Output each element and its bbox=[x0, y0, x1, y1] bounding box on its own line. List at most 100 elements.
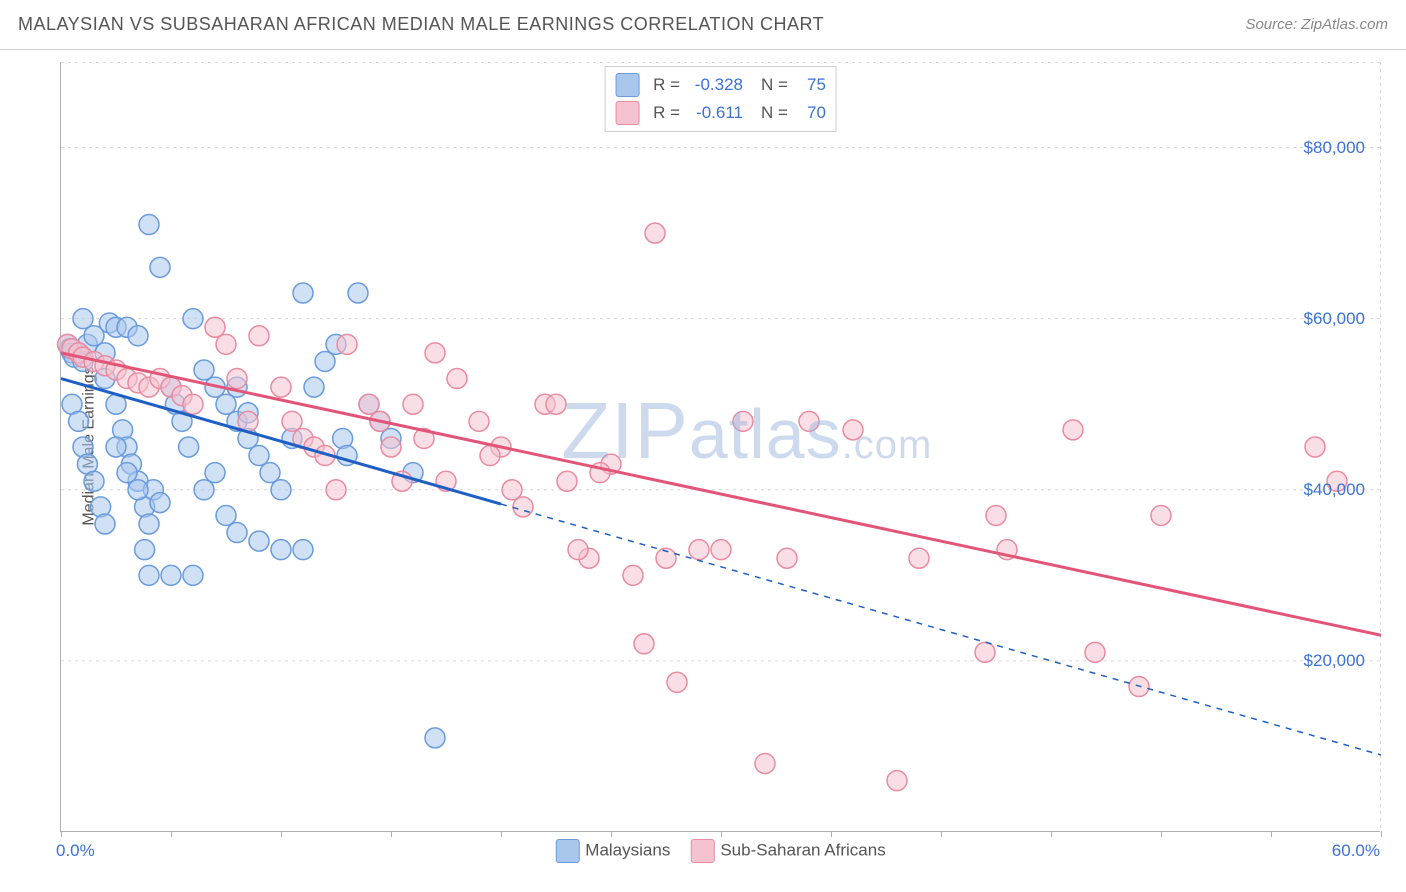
scatter-point bbox=[1085, 642, 1105, 662]
scatter-point bbox=[480, 446, 500, 466]
scatter-point bbox=[909, 548, 929, 568]
scatter-point bbox=[293, 540, 313, 560]
scatter-point bbox=[117, 463, 137, 483]
scatter-point bbox=[634, 634, 654, 654]
xtick-mark bbox=[1161, 831, 1162, 837]
correlation-legend-row: R =-0.611N =70 bbox=[615, 99, 826, 127]
xtick-mark bbox=[61, 831, 62, 837]
xaxis-start-label: 0.0% bbox=[56, 841, 95, 861]
chart-title: MALAYSIAN VS SUBSAHARAN AFRICAN MEDIAN M… bbox=[18, 14, 824, 35]
plot-area: ZIPatlas.com R =-0.328N =75R =-0.611N =7… bbox=[60, 62, 1380, 832]
scatter-point bbox=[183, 309, 203, 329]
legend-r-label: R = bbox=[653, 103, 680, 123]
scatter-point bbox=[546, 394, 566, 414]
scatter-point bbox=[557, 471, 577, 491]
scatter-point bbox=[755, 754, 775, 774]
scatter-point bbox=[777, 548, 797, 568]
scatter-point bbox=[282, 411, 302, 431]
xtick-mark bbox=[281, 831, 282, 837]
scatter-point bbox=[513, 497, 533, 517]
ytick-label: $80,000 bbox=[1304, 138, 1365, 158]
chart-container: MALAYSIAN VS SUBSAHARAN AFRICAN MEDIAN M… bbox=[0, 0, 1406, 892]
scatter-point bbox=[139, 215, 159, 235]
series-legend: MalaysiansSub-Saharan Africans bbox=[555, 839, 885, 863]
xtick-mark bbox=[831, 831, 832, 837]
series-legend-item: Sub-Saharan Africans bbox=[690, 839, 885, 863]
xaxis-end-label: 60.0% bbox=[1332, 841, 1380, 861]
scatter-point bbox=[69, 411, 89, 431]
scatter-point bbox=[179, 437, 199, 457]
correlation-legend: R =-0.328N =75R =-0.611N =70 bbox=[604, 66, 837, 132]
scatter-point bbox=[161, 565, 181, 585]
legend-swatch-icon bbox=[555, 839, 579, 863]
scatter-point bbox=[711, 540, 731, 560]
scatter-point bbox=[887, 771, 907, 791]
legend-r-value: -0.328 bbox=[688, 75, 743, 95]
ytick-label: $20,000 bbox=[1304, 651, 1365, 671]
scatter-point bbox=[73, 309, 93, 329]
scatter-point bbox=[799, 411, 819, 431]
scatter-point bbox=[403, 394, 423, 414]
scatter-point bbox=[645, 223, 665, 243]
scatter-point bbox=[128, 480, 148, 500]
scatter-point bbox=[128, 326, 148, 346]
scatter-point bbox=[733, 411, 753, 431]
scatter-point bbox=[293, 283, 313, 303]
scatter-point bbox=[106, 437, 126, 457]
scatter-point bbox=[249, 326, 269, 346]
legend-n-value: 75 bbox=[796, 75, 826, 95]
scatter-point bbox=[568, 540, 588, 560]
scatter-point bbox=[95, 514, 115, 534]
legend-r-value: -0.611 bbox=[688, 103, 743, 123]
xtick-mark bbox=[1051, 831, 1052, 837]
xtick-mark bbox=[171, 831, 172, 837]
xtick-mark bbox=[721, 831, 722, 837]
scatter-point bbox=[194, 360, 214, 380]
ytick-label: $40,000 bbox=[1304, 480, 1365, 500]
xtick-mark bbox=[1381, 831, 1382, 837]
scatter-point bbox=[986, 505, 1006, 525]
scatter-point bbox=[337, 334, 357, 354]
legend-n-label: N = bbox=[761, 103, 788, 123]
scatter-point bbox=[1151, 505, 1171, 525]
scatter-point bbox=[150, 493, 170, 513]
chart-source: Source: ZipAtlas.com bbox=[1245, 16, 1388, 33]
scatter-point bbox=[205, 463, 225, 483]
scatter-point bbox=[447, 369, 467, 389]
scatter-point bbox=[975, 642, 995, 662]
scatter-point bbox=[315, 351, 335, 371]
xtick-mark bbox=[611, 831, 612, 837]
scatter-point bbox=[271, 540, 291, 560]
scatter-point bbox=[469, 411, 489, 431]
legend-swatch-icon bbox=[615, 73, 639, 97]
scatter-point bbox=[139, 514, 159, 534]
scatter-point bbox=[135, 540, 155, 560]
scatter-point bbox=[84, 471, 104, 491]
scatter-point bbox=[205, 317, 225, 337]
scatter-point bbox=[271, 480, 291, 500]
scatter-point bbox=[216, 505, 236, 525]
scatter-point bbox=[425, 728, 445, 748]
series-legend-label: Sub-Saharan Africans bbox=[720, 840, 885, 859]
scatter-point bbox=[227, 369, 247, 389]
scatter-point bbox=[425, 343, 445, 363]
scatter-point bbox=[271, 377, 291, 397]
scatter-point bbox=[194, 480, 214, 500]
plot-svg bbox=[61, 62, 1380, 831]
scatter-point bbox=[227, 523, 247, 543]
legend-r-label: R = bbox=[653, 75, 680, 95]
scatter-point bbox=[502, 480, 522, 500]
ytick-label: $60,000 bbox=[1304, 309, 1365, 329]
xtick-mark bbox=[501, 831, 502, 837]
scatter-point bbox=[623, 565, 643, 585]
title-bar: MALAYSIAN VS SUBSAHARAN AFRICAN MEDIAN M… bbox=[0, 0, 1406, 50]
xtick-mark bbox=[941, 831, 942, 837]
scatter-point bbox=[348, 283, 368, 303]
scatter-point bbox=[183, 394, 203, 414]
scatter-point bbox=[843, 420, 863, 440]
scatter-point bbox=[689, 540, 709, 560]
trend-line bbox=[61, 353, 1381, 635]
scatter-point bbox=[359, 394, 379, 414]
scatter-point bbox=[216, 394, 236, 414]
scatter-point bbox=[139, 565, 159, 585]
